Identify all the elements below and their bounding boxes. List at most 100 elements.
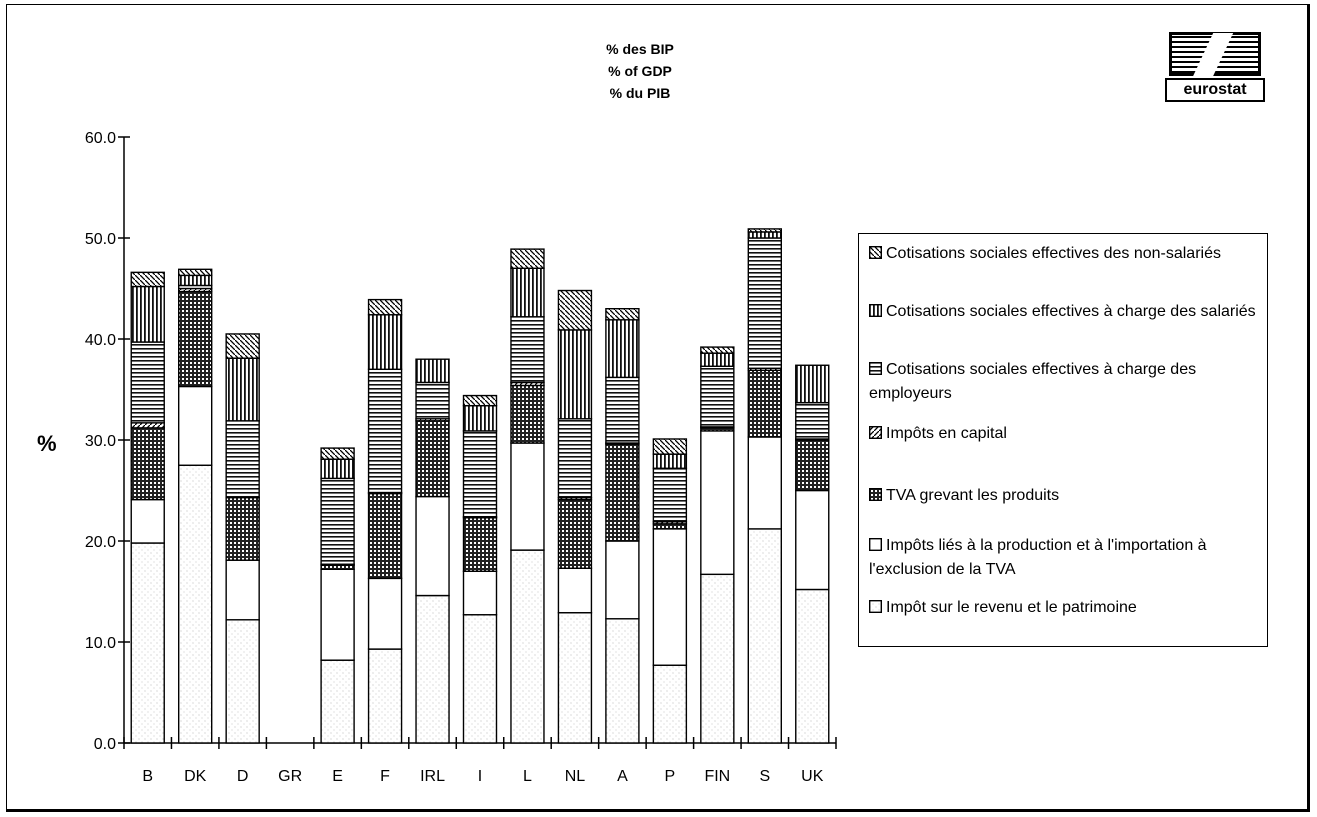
- bar-segment: [747, 237, 782, 369]
- legend-label: Cotisations sociales effectives des non-…: [886, 245, 1221, 262]
- legend: Cotisations sociales effectives des non-…: [858, 233, 1268, 647]
- bar-segment: [225, 559, 260, 621]
- bar-segment: [747, 436, 782, 530]
- bar-segment: [747, 528, 782, 744]
- bar-segment: [700, 346, 735, 354]
- legend-item: TVA grevant les produits: [868, 484, 1264, 508]
- bar-segment: [130, 422, 165, 429]
- bar-segment: [367, 648, 403, 744]
- bar-segment: [700, 365, 735, 428]
- legend-swatch: [868, 425, 883, 440]
- y-axis-label: %: [37, 431, 57, 456]
- x-tick-label: P: [665, 768, 676, 785]
- bar-segment: [557, 418, 593, 499]
- bar-segment: [605, 319, 640, 379]
- bar-segment: [700, 430, 735, 576]
- y-tick-label: 40.0: [85, 332, 116, 349]
- x-tick-label: B: [142, 768, 153, 785]
- bar-segment: [795, 489, 830, 591]
- bar-segment: [462, 614, 498, 744]
- bar-segment: [795, 588, 830, 744]
- bar-segment: [320, 568, 355, 661]
- bar-segment: [415, 358, 450, 384]
- legend-label: Impôts en capital: [886, 425, 1007, 442]
- bar-segment: [652, 453, 688, 469]
- bar-segment: [177, 385, 213, 466]
- legend-swatch: [868, 303, 883, 318]
- legend-label: Cotisations sociales effectives à charge…: [886, 303, 1256, 320]
- bar-segment: [130, 285, 165, 343]
- y-tick-label: 50.0: [85, 231, 116, 248]
- x-tick-label: GR: [278, 768, 302, 785]
- bar-segment: [415, 594, 450, 744]
- bar-segment: [652, 467, 688, 523]
- bar-segment: [557, 498, 593, 569]
- legend-swatch: [868, 245, 883, 260]
- bar-segment: [130, 427, 165, 501]
- bar-segment: [605, 540, 640, 620]
- x-tick-label: D: [237, 768, 249, 785]
- bar-segment: [320, 477, 355, 565]
- x-tick-label: IRL: [420, 768, 445, 785]
- bar-segment: [225, 420, 260, 499]
- bar-segment: [367, 577, 403, 650]
- y-tick-label: 20.0: [85, 534, 116, 551]
- legend-label: Cotisations sociales effectives à charge…: [869, 361, 1197, 402]
- bar-segment: [177, 290, 213, 388]
- bar-segment: [557, 612, 593, 744]
- x-tick-label: NL: [565, 768, 586, 785]
- x-tick-label: A: [617, 768, 628, 785]
- x-tick-label: FIN: [704, 768, 730, 785]
- x-tick-label: L: [523, 768, 532, 785]
- legend-swatch: [868, 487, 883, 502]
- x-tick-label: E: [332, 768, 343, 785]
- legend-item: Cotisations sociales effectives des non-…: [868, 242, 1264, 266]
- y-tick-label: 60.0: [85, 130, 116, 147]
- bar-segment: [367, 314, 403, 371]
- legend-item: Cotisations sociales effectives à charge…: [868, 300, 1264, 324]
- bar-segment: [605, 618, 640, 744]
- bar-segment: [367, 492, 403, 580]
- legend-label: TVA grevant les produits: [886, 487, 1060, 504]
- bar-segment: [462, 430, 498, 518]
- bar-segment: [415, 420, 450, 498]
- legend-swatch: [868, 599, 883, 614]
- bar-segment: [510, 549, 545, 744]
- x-tick-label: S: [759, 768, 770, 785]
- bar-segment: [652, 523, 688, 530]
- bar-segment: [130, 271, 165, 288]
- legend-item: Impôts en capital: [868, 422, 1264, 446]
- title-line-2: % of GDP: [608, 63, 672, 79]
- bar-segment: [320, 458, 355, 480]
- bar-segment: [462, 404, 498, 432]
- bar-segment: [510, 316, 545, 384]
- x-tick-label: DK: [184, 768, 207, 785]
- bar-segment: [795, 439, 830, 492]
- bar-segment: [225, 333, 260, 359]
- bar-segment: [557, 329, 593, 420]
- bar-segment: [605, 308, 640, 321]
- bar-segment: [605, 443, 640, 542]
- bar-segment: [415, 381, 450, 420]
- title-line-3: % du PIB: [609, 85, 671, 101]
- legend-item: Impôt sur le revenu et le patrimoine: [868, 596, 1264, 620]
- bar-segment: [462, 570, 498, 616]
- bar-segment: [557, 289, 593, 331]
- bar-segment: [225, 357, 260, 422]
- bar-segment: [652, 438, 688, 455]
- bar-segment: [225, 619, 260, 744]
- bar-segment: [415, 495, 450, 597]
- y-tick-label: 30.0: [85, 433, 116, 450]
- legend-swatch: [868, 537, 883, 552]
- bar-segment: [747, 369, 782, 438]
- bar-segment: [367, 298, 403, 316]
- bar-segment: [462, 517, 498, 573]
- bar-segment: [652, 528, 688, 666]
- chart-title: % des BIP % of GDP % du PIB: [520, 38, 760, 104]
- eurostat-logo: eurostat: [1165, 32, 1265, 102]
- bar-segment: [700, 352, 735, 367]
- x-tick-label: I: [478, 768, 482, 785]
- bar-segment: [605, 376, 640, 444]
- y-tick-label: 10.0: [85, 635, 116, 652]
